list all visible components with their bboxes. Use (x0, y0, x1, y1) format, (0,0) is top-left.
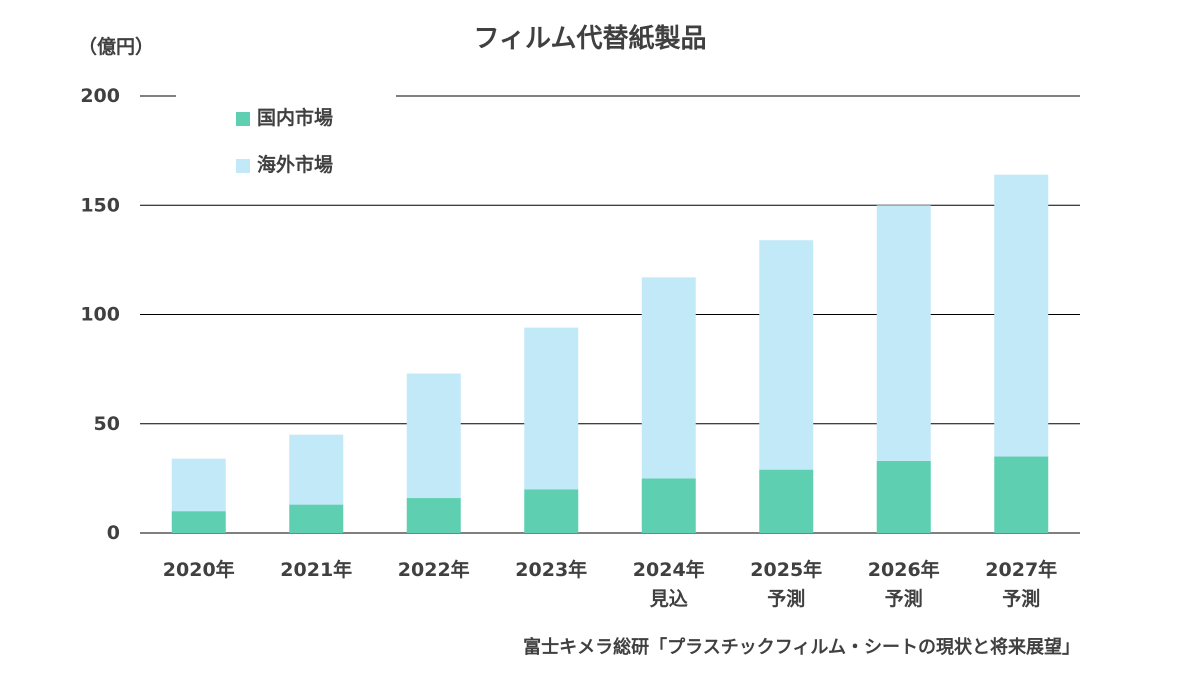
legend: 国内市場 海外市場 (236, 106, 333, 176)
bar-segment-overseas (171, 458, 226, 512)
x-tick-label: 2023年 (515, 558, 587, 581)
legend-label-domestic: 国内市場 (257, 106, 333, 129)
x-tick-label: 2026年 (868, 558, 940, 581)
source-note: 富士キメラ総研「プラスチックフィルム・シートの現状と将来展望」 (523, 636, 1080, 658)
bar-segment-overseas (641, 277, 696, 479)
bars (171, 174, 1049, 533)
x-tick-label: 2021年 (280, 558, 352, 581)
y-tick-label: 100 (80, 304, 120, 326)
bar-segment-overseas (876, 205, 931, 461)
bar-segment-domestic (524, 489, 579, 533)
x-tick-label: 予測 (885, 587, 923, 610)
legend-label-overseas: 海外市場 (257, 153, 333, 176)
y-axis-unit: （億円） (78, 35, 154, 58)
bar-segment-domestic (994, 456, 1049, 533)
y-tick-label: 200 (80, 85, 120, 107)
legend-swatch-domestic (236, 112, 250, 126)
x-tick-label: 2020年 (163, 558, 235, 581)
bar-segment-domestic (406, 498, 461, 533)
bar-segment-overseas (759, 240, 814, 470)
bar-segment-domestic (876, 460, 931, 533)
y-tick-label: 50 (94, 413, 120, 435)
y-tick-label: 150 (80, 194, 120, 216)
bar-segment-overseas (406, 373, 461, 499)
x-tick-label: 予測 (767, 587, 805, 610)
x-tick-label: 2025年 (750, 558, 822, 581)
bar-segment-domestic (641, 478, 696, 533)
y-tick-label: 0 (107, 522, 120, 544)
bar-segment-overseas (524, 327, 579, 490)
x-tick-label: 予測 (1002, 587, 1040, 610)
x-tick-label: 2022年 (398, 558, 470, 581)
bar-segment-domestic (759, 469, 814, 533)
legend-swatch-overseas (236, 159, 250, 173)
bar-segment-overseas (289, 434, 344, 505)
x-tick-label: 見込 (650, 588, 688, 610)
bar-segment-domestic (289, 504, 344, 533)
x-tick-label: 2027年 (985, 558, 1057, 581)
y-axis-ticks: 0 50 100 150 200 (80, 85, 120, 544)
chart-title: フィルム代替紙製品 (474, 23, 707, 54)
x-tick-label: 2024年 (633, 558, 705, 581)
bar-segment-domestic (171, 511, 226, 533)
bar-segment-overseas (994, 174, 1049, 457)
